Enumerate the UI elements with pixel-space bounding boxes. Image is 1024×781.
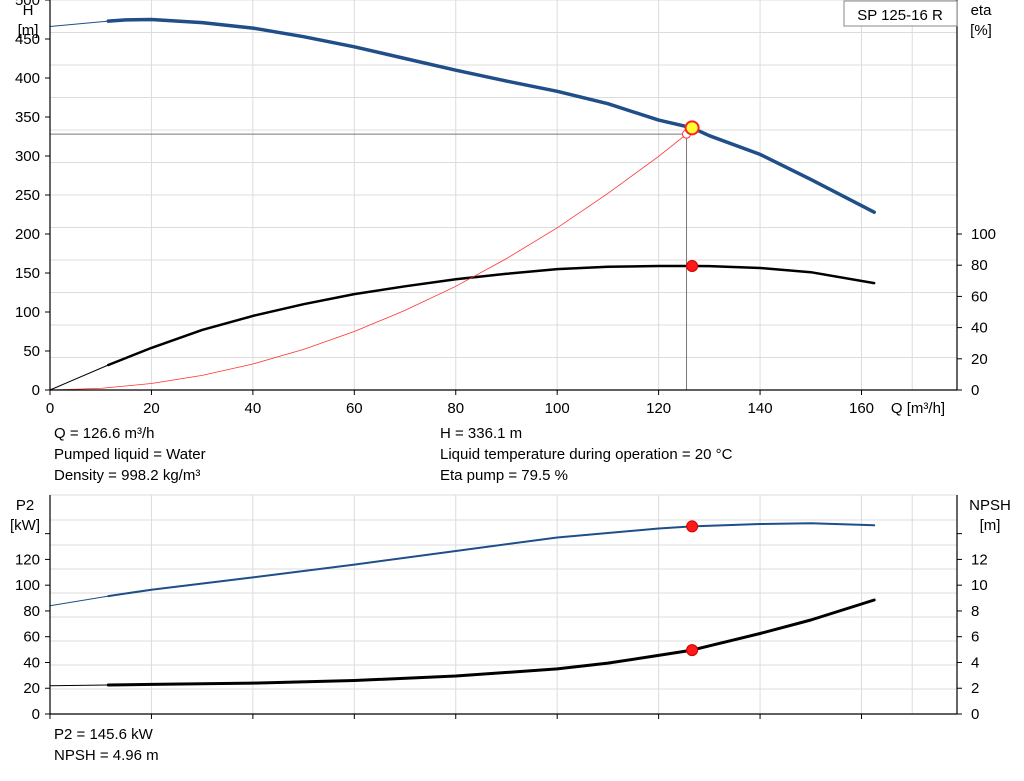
left-tick-label: 20 [23, 680, 40, 697]
right-tick-label: 2 [971, 680, 979, 697]
top-system-curve [49, 133, 687, 391]
bottom-info-col1: P2 = 145.6 kW NPSH = 4.96 m [54, 724, 159, 766]
eta-operating-point [686, 259, 699, 272]
bottom-left-axis-title-line1: P2 [16, 497, 34, 514]
info-liquid: Pumped liquid = Water [54, 446, 206, 463]
top-left-axis-title-line1: H [23, 2, 34, 19]
left-tick-label: 150 [15, 265, 40, 282]
top-left-axis-title-line2: [m] [18, 22, 39, 39]
right-tick-label: 6 [971, 629, 979, 646]
top-series-0-line [106, 17, 876, 214]
chart-axes: 0501001502002503003504004505000204060801… [15, 0, 996, 723]
top-series-1-line [107, 264, 876, 367]
info-head: H = 336.1 m [440, 425, 523, 442]
bottom-chart-grid [50, 494, 957, 714]
bottom-series-0-line [107, 522, 876, 598]
bottom-left-axis-title-line2: [kW] [10, 517, 40, 534]
right-tick-label: 40 [971, 320, 988, 337]
left-tick-label: 500 [15, 0, 40, 9]
x-tick-label: 0 [46, 400, 54, 417]
left-tick-label: 40 [23, 654, 40, 671]
x-tick-label: 80 [447, 400, 464, 417]
info-temperature: Liquid temperature during operation = 20… [440, 446, 733, 463]
x-tick-label: 140 [748, 400, 773, 417]
left-tick-label: 100 [15, 304, 40, 321]
left-tick-label: 350 [15, 109, 40, 126]
chart-series [49, 17, 876, 687]
info-density: Density = 998.2 kg/m³ [54, 467, 201, 484]
left-tick-label: 60 [23, 629, 40, 646]
x-tick-label: 100 [545, 400, 570, 417]
right-tick-label: 60 [971, 288, 988, 305]
bottom-series-0-extension [49, 595, 109, 607]
bottom-right-axis-title-line1: NPSH [969, 497, 1011, 514]
left-tick-label: 200 [15, 226, 40, 243]
bottom-series-1-extension [49, 684, 109, 687]
right-tick-label: 0 [971, 706, 979, 723]
operating-points [682, 120, 700, 657]
head-operating-point [684, 120, 700, 136]
x-tick-label: 160 [849, 400, 874, 417]
right-tick-label: 100 [971, 226, 996, 243]
top-info-col1: Q = 126.6 m³/h Pumped liquid = Water Den… [54, 423, 206, 486]
right-tick-label: 12 [971, 551, 988, 568]
bottom-series-1-line [106, 598, 876, 687]
right-tick-label: 8 [971, 603, 979, 620]
x-tick-label: 40 [245, 400, 262, 417]
right-tick-label: 4 [971, 654, 979, 671]
info-eta: Eta pump = 79.5 % [440, 467, 568, 484]
top-right-axis-title-line1: eta [971, 2, 993, 19]
x-tick-label: 20 [143, 400, 160, 417]
model-label-box [843, 0, 958, 27]
left-tick-label: 300 [15, 148, 40, 165]
model-label: SP 125-16 R [857, 7, 943, 24]
top-series-1-extension [49, 364, 109, 391]
left-tick-label: 250 [15, 187, 40, 204]
left-tick-label: 120 [15, 551, 40, 568]
right-tick-label: 10 [971, 577, 988, 594]
top-right-axis-title-line2: [%] [970, 22, 992, 39]
left-tick-label: 0 [32, 382, 40, 399]
left-tick-label: 100 [15, 577, 40, 594]
left-tick-label: 0 [32, 706, 40, 723]
power-operating-point [686, 520, 699, 533]
left-tick-label: 450 [15, 31, 40, 48]
top-info-col2: H = 336.1 m Liquid temperature during op… [440, 423, 732, 486]
info-npsh: NPSH = 4.96 m [54, 747, 159, 764]
bottom-right-axis-title-line2: [m] [980, 517, 1001, 534]
right-tick-label: 80 [971, 257, 988, 274]
info-power: P2 = 145.6 kW [54, 726, 153, 743]
top-chart-grid [50, 0, 957, 390]
right-tick-label: 20 [971, 351, 988, 368]
left-tick-label: 50 [23, 343, 40, 360]
info-flow: Q = 126.6 m³/h [54, 425, 155, 442]
top-x-axis-title: Q [m³/h] [891, 400, 945, 417]
x-tick-label: 120 [646, 400, 671, 417]
top-series-0-extension [49, 20, 109, 27]
left-tick-label: 80 [23, 603, 40, 620]
x-tick-label: 60 [346, 400, 363, 417]
npsh-operating-point [686, 644, 699, 657]
left-tick-label: 400 [15, 70, 40, 87]
right-tick-label: 0 [971, 382, 979, 399]
